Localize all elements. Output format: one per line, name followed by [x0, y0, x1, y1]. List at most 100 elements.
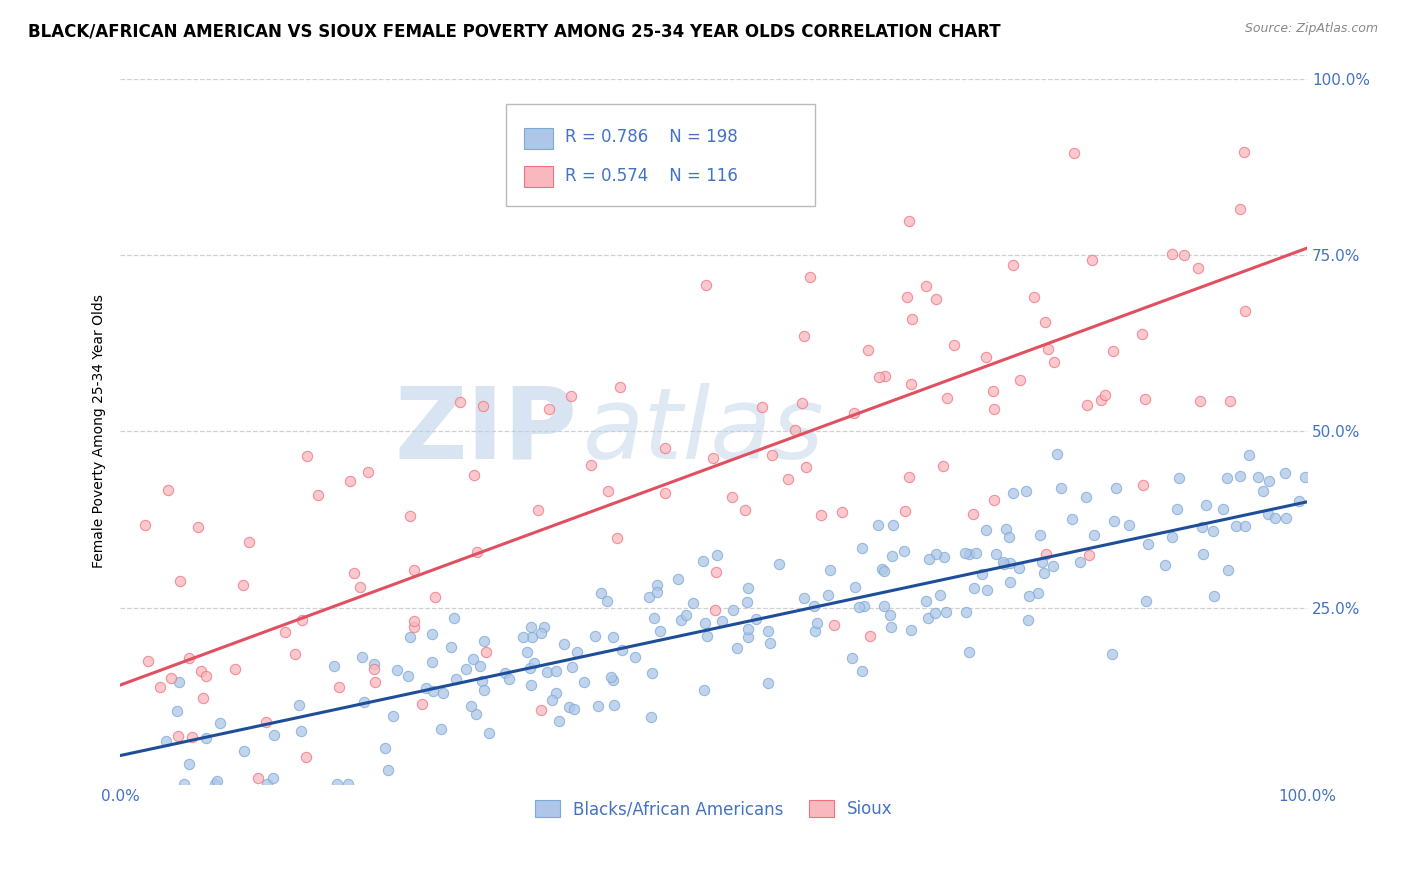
Point	[1257, 474, 1279, 488]
Point	[472, 634, 495, 648]
Point	[1060, 512, 1083, 526]
Point	[541, 692, 564, 706]
Point	[1233, 145, 1256, 160]
Point	[533, 620, 555, 634]
Point	[806, 616, 828, 631]
Point	[411, 697, 433, 711]
Point	[443, 610, 465, 624]
Point	[1154, 558, 1177, 572]
Point	[307, 488, 329, 502]
Point	[1018, 589, 1040, 603]
Point	[737, 630, 759, 644]
Point	[546, 664, 568, 678]
Point	[238, 535, 260, 549]
Point	[602, 631, 624, 645]
Point	[1002, 485, 1025, 500]
Point	[955, 605, 977, 619]
Point	[669, 613, 692, 627]
Point	[873, 369, 896, 384]
Point	[599, 670, 621, 684]
Point	[993, 558, 1015, 572]
Text: R = 0.574    N = 116: R = 0.574 N = 116	[565, 167, 738, 185]
Point	[583, 629, 606, 643]
Point	[643, 610, 665, 624]
Point	[1161, 530, 1184, 544]
Point	[173, 777, 195, 791]
Point	[957, 644, 980, 658]
Point	[1234, 304, 1257, 318]
Point	[1035, 547, 1057, 561]
Point	[155, 734, 177, 748]
Point	[868, 370, 890, 384]
Point	[1105, 481, 1128, 495]
Point	[841, 651, 863, 665]
Point	[328, 680, 350, 694]
Point	[207, 773, 229, 788]
Point	[898, 469, 921, 483]
Point	[823, 618, 845, 632]
Point	[326, 777, 349, 791]
Point	[1187, 260, 1209, 275]
Point	[464, 707, 486, 722]
Point	[851, 541, 873, 555]
Point	[900, 623, 922, 637]
Point	[156, 483, 179, 497]
Point	[785, 423, 807, 437]
Point	[512, 630, 534, 644]
Point	[1189, 393, 1212, 408]
Point	[623, 650, 645, 665]
Point	[1211, 501, 1233, 516]
Point	[1160, 247, 1182, 261]
Point	[382, 709, 405, 723]
Point	[799, 270, 821, 285]
Point	[1216, 563, 1239, 577]
Point	[998, 575, 1021, 590]
Point	[842, 406, 865, 420]
Point	[440, 640, 463, 654]
Point	[704, 603, 727, 617]
Point	[1015, 484, 1038, 499]
Point	[640, 710, 662, 724]
Point	[167, 729, 190, 743]
Point	[721, 603, 744, 617]
Point	[1033, 316, 1056, 330]
Point	[851, 664, 873, 678]
Point	[322, 659, 344, 673]
Point	[790, 396, 813, 410]
Point	[1076, 490, 1098, 504]
Point	[868, 518, 890, 533]
Point	[537, 402, 560, 417]
Point	[470, 658, 492, 673]
Point	[179, 651, 201, 665]
Point	[974, 350, 997, 364]
Point	[349, 580, 371, 594]
Point	[399, 630, 422, 644]
Point	[548, 714, 571, 728]
Point	[160, 671, 183, 685]
Point	[290, 723, 312, 738]
Text: ZIP: ZIP	[394, 383, 576, 480]
Point	[603, 698, 626, 712]
Point	[986, 547, 1008, 561]
Point	[420, 627, 443, 641]
Point	[339, 474, 361, 488]
Y-axis label: Female Poverty Among 25-34 Year Olds: Female Poverty Among 25-34 Year Olds	[93, 294, 107, 568]
FancyBboxPatch shape	[524, 166, 554, 186]
Point	[471, 673, 494, 688]
Point	[1247, 470, 1270, 484]
Point	[925, 292, 948, 306]
Point	[1083, 528, 1105, 542]
Point	[924, 606, 946, 620]
Point	[463, 468, 485, 483]
Point	[1130, 327, 1153, 342]
Point	[529, 626, 551, 640]
Point	[478, 726, 501, 740]
Point	[1063, 146, 1085, 161]
Point	[844, 580, 866, 594]
Point	[976, 583, 998, 598]
Point	[1042, 558, 1064, 573]
Point	[706, 548, 728, 562]
Point	[1076, 398, 1098, 412]
Point	[759, 635, 782, 649]
Point	[1167, 471, 1189, 485]
